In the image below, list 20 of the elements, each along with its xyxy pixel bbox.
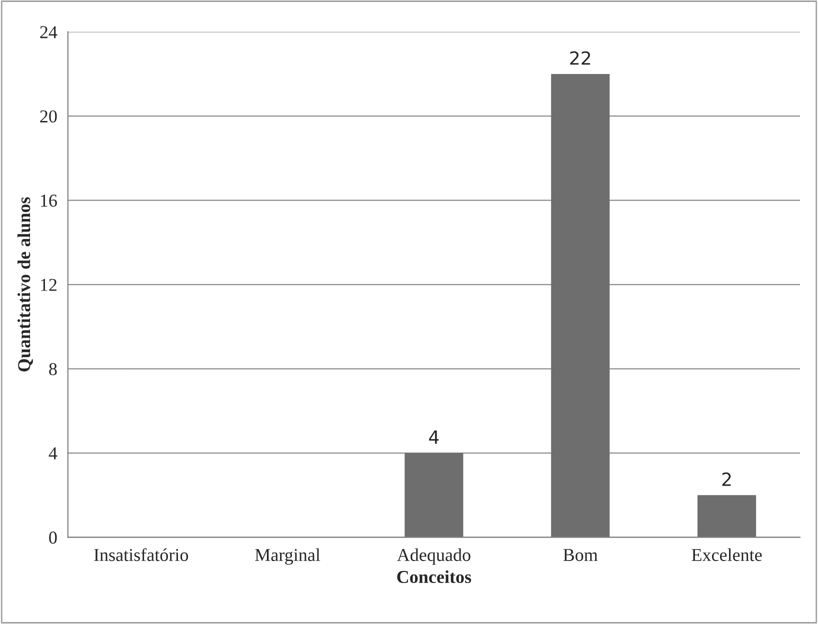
y-tick-label: 4 <box>48 447 58 460</box>
y-tick-label: 24 <box>40 26 58 38</box>
bar <box>698 495 756 538</box>
bar <box>551 74 610 538</box>
x-axis-title: Conceitos <box>397 570 472 584</box>
x-tick-label: Bom <box>563 549 598 562</box>
data-label: 2 <box>722 472 731 486</box>
y-tick-label: 20 <box>40 110 57 123</box>
y-tick-label: 16 <box>41 194 57 207</box>
bar <box>404 453 464 538</box>
y-tick-label: 12 <box>41 278 56 291</box>
y-tick-label: 8 <box>49 363 57 376</box>
x-tick-label: Marginal <box>255 548 320 565</box>
x-tick-label: Excelente <box>692 548 762 562</box>
data-label: 4 <box>429 430 439 444</box>
data-label: 22 <box>570 51 590 65</box>
y-tick-label: 0 <box>49 532 57 544</box>
x-tick-label: Insatisfatório <box>94 548 188 562</box>
x-tick-label: Adequado <box>397 548 470 565</box>
y-axis-title: Quantitativo de alunos <box>17 197 33 372</box>
